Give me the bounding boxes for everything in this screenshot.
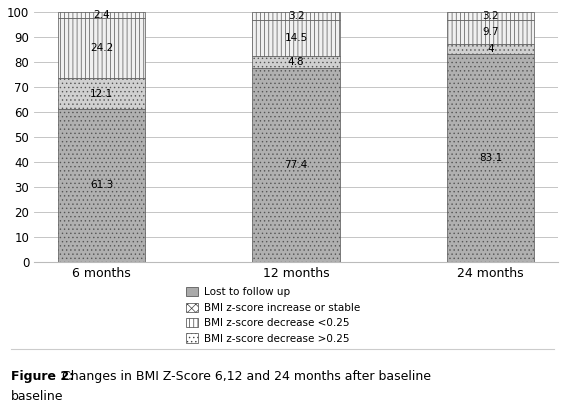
Text: 9.7: 9.7 — [482, 27, 499, 37]
Text: 4: 4 — [487, 44, 494, 54]
Bar — [253, 57, 340, 68]
Text: 24.2: 24.2 — [90, 43, 113, 53]
Bar — [253, 20, 340, 57]
Bar — [253, 68, 340, 262]
Text: 61.3: 61.3 — [90, 180, 113, 190]
Text: 2.4: 2.4 — [93, 10, 110, 20]
Bar — [58, 78, 145, 109]
Legend: Lost to follow up, BMI z-score increase or stable, BMI z-score decrease <0.25, B: Lost to follow up, BMI z-score increase … — [186, 287, 360, 344]
Bar — [58, 109, 145, 262]
Text: 4.8: 4.8 — [288, 57, 305, 67]
Text: 14.5: 14.5 — [284, 33, 308, 43]
Text: Changes in BMI Z-Score 6,12 and 24 months after baseline: Changes in BMI Z-Score 6,12 and 24 month… — [58, 370, 431, 383]
Text: 83.1: 83.1 — [479, 153, 502, 163]
Text: 77.4: 77.4 — [284, 160, 308, 170]
Text: 12.1: 12.1 — [90, 88, 113, 99]
Bar — [447, 12, 534, 20]
Bar — [58, 12, 145, 18]
Text: 3.2: 3.2 — [288, 11, 305, 21]
Bar — [447, 54, 534, 262]
Text: baseline: baseline — [11, 390, 64, 403]
Text: Figure 2:: Figure 2: — [11, 370, 75, 383]
Bar — [58, 18, 145, 78]
Bar — [253, 12, 340, 20]
Text: 3.2: 3.2 — [482, 11, 499, 21]
Bar — [447, 44, 534, 54]
Bar — [447, 20, 534, 44]
